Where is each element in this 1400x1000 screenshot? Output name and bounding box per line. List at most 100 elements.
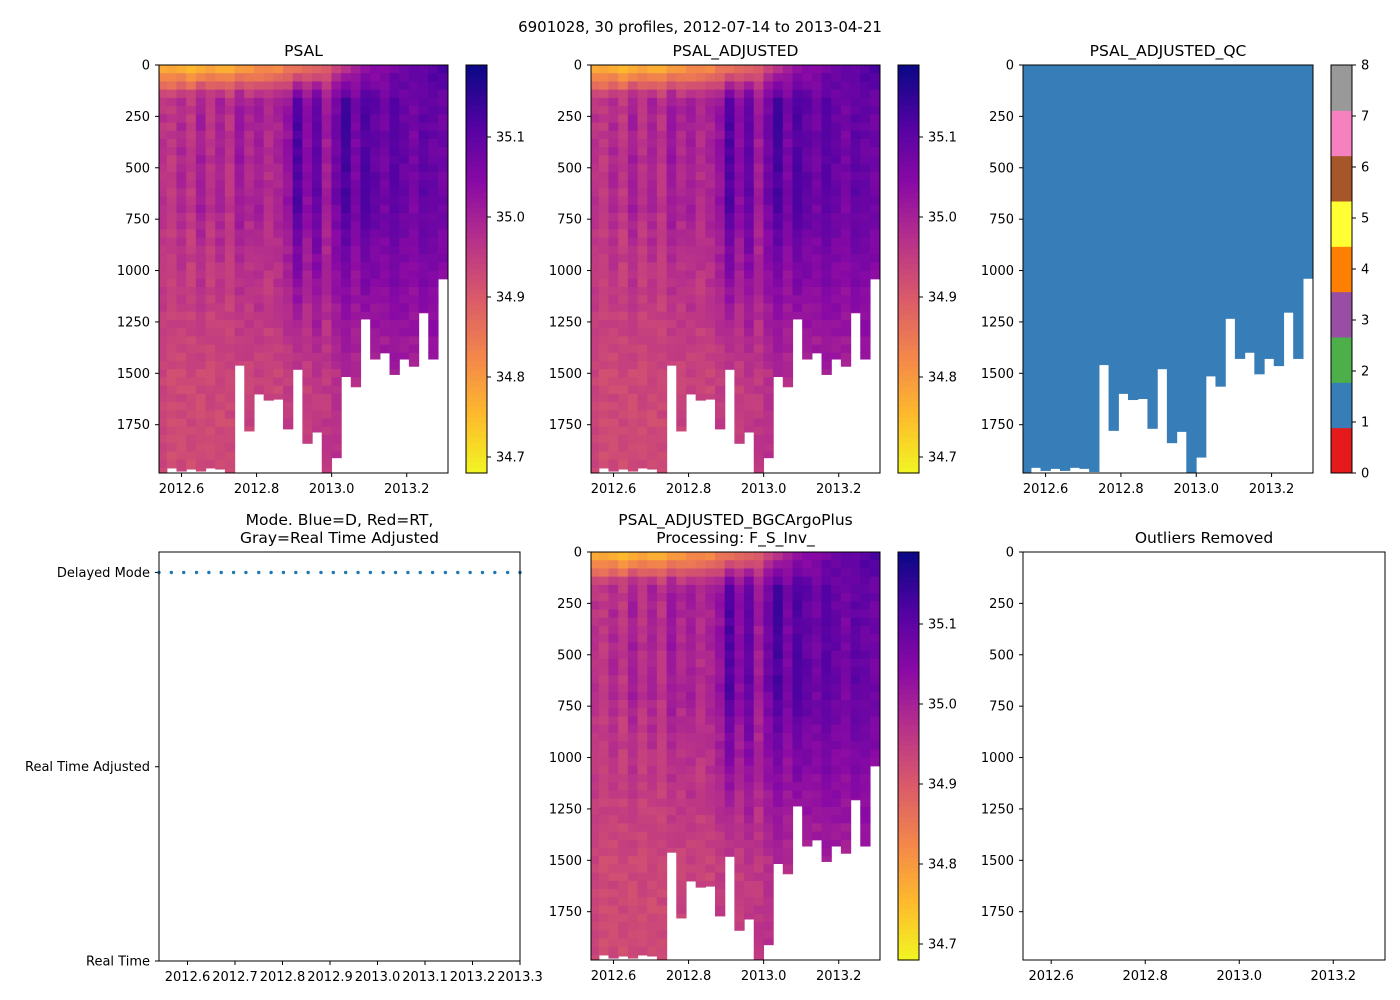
heatmap-cell [283,81,294,91]
heatmap-cell [734,270,745,280]
heatmap-cell [763,97,774,107]
heatmap-cell [763,434,774,444]
heatmap-cell [656,65,668,74]
heatmap-cell [608,311,619,321]
heatmap-cell [811,221,823,231]
colorbar-swatch [898,437,919,443]
heatmap-cell [685,97,697,107]
heatmap-cell [724,658,735,668]
heatmap-cell [705,699,716,709]
heatmap-cell [360,163,371,173]
heatmap-cell [763,196,774,206]
heatmap-cell [782,130,794,140]
heatmap-cell [647,634,658,644]
heatmap-cell [869,245,880,255]
heatmap-cell [744,286,755,296]
heatmap-cell [685,254,697,263]
heatmap-cell [637,295,648,305]
heatmap-cell [811,749,823,759]
heatmap-cell [695,708,706,718]
heatmap-cell [350,360,362,370]
y-tick-label: 0 [1006,546,1014,561]
heatmap-cell [724,286,735,296]
heatmap-cell [263,237,274,247]
heatmap-cell [763,650,774,660]
heatmap-cell [627,708,639,718]
heatmap-cell [676,897,687,907]
heatmap-cell [744,262,755,272]
heatmap-cell [724,798,735,808]
heatmap-cell [782,683,794,693]
heatmap-cell [802,708,813,718]
heatmap-cell [821,295,832,305]
heatmap-cell [215,286,226,296]
y-tick-label: 1750 [549,905,582,920]
heatmap-cell [792,270,803,280]
heatmap-cell [695,552,706,561]
y-tick-label: 0 [574,59,582,74]
heatmap-cell [598,286,610,296]
colorbar-swatch [898,893,919,900]
heatmap-cell [608,806,619,816]
heatmap-cell [744,634,755,644]
heatmap-cell [705,642,716,652]
heatmap-cell [370,254,381,263]
heatmap-cell [608,270,619,280]
heatmap-cell [753,65,765,74]
heatmap-cell [608,650,619,660]
heatmap-cell [676,311,687,321]
qc-cell [1157,65,1168,370]
heatmap-cell [792,708,803,718]
heatmap-cell [763,798,774,808]
heatmap-cell [360,122,371,132]
heatmap-cell [831,229,842,239]
heatmap-cell [637,576,648,586]
heatmap-cell [647,319,658,329]
heatmap-cell [263,180,274,189]
heatmap-cell [676,106,687,115]
heatmap-cell [715,114,726,124]
heatmap-cell [186,81,197,91]
heatmap-cell [734,847,745,857]
heatmap-cell [608,913,619,923]
heatmap-cell [627,97,639,107]
heatmap-cell [831,138,842,148]
heatmap-cell [224,410,236,420]
heatmap-cell [860,171,871,181]
heatmap-cell [389,163,400,173]
heatmap-cell [773,270,784,280]
colorbar-swatch [898,263,919,270]
heatmap-cell [647,311,658,321]
heatmap-cell [591,393,600,403]
heatmap-cell [408,328,420,337]
heatmap-cell [312,221,323,231]
heatmap-cell [753,97,765,107]
heatmap-cell [215,402,226,411]
heatmap-cell [428,147,439,157]
heatmap-cell [598,806,610,816]
heatmap-cell [437,89,448,99]
heatmap-cell [860,716,871,726]
heatmap-cell [666,584,677,594]
y-tick-label: 750 [989,213,1014,228]
heatmap-cell [618,467,629,470]
heatmap-cell [802,65,813,74]
heatmap-cell [676,889,687,898]
heatmap-cell [350,81,362,91]
heatmap-cell [176,459,187,469]
heatmap-cell [744,180,755,189]
heatmap-cell [399,270,410,280]
heatmap-cell [418,73,429,83]
heatmap-cell [782,73,794,83]
colorbar-swatch [898,909,919,915]
x-tick-label: 2012.6 [1023,482,1069,497]
heatmap-cell [744,782,755,792]
heatmap-cell [734,295,745,305]
colorbar: 34.734.834.935.035.1 [465,64,525,474]
heatmap-cell [312,155,323,165]
colorbar-swatch [898,126,919,132]
heatmap-cell [224,377,236,387]
heatmap-cell [350,352,362,362]
heatmap-cell [321,319,333,329]
colorbar-swatch [898,243,919,250]
